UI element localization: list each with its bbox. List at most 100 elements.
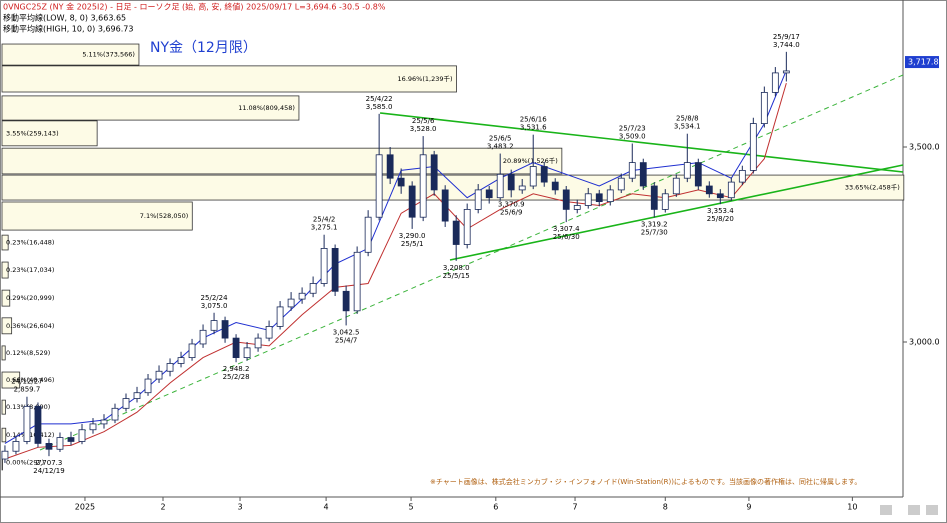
candle-body <box>584 193 592 206</box>
candle-body <box>210 320 218 331</box>
annotation-price: 3,509.0 <box>619 132 646 140</box>
candle-body <box>221 320 229 339</box>
annotation-price: 3,585.0 <box>366 103 393 111</box>
candle-body <box>1 450 9 460</box>
candle-body <box>397 177 405 187</box>
profile-label: 0.66%(48,496) <box>6 376 54 384</box>
candle-body <box>56 437 64 450</box>
annotation-date: 25/4/7 <box>335 336 358 344</box>
annotation-date: 25/8/20 <box>707 215 734 223</box>
trend-line <box>449 164 904 261</box>
annotation-date: 25/5/6 <box>412 117 435 125</box>
candle-body <box>650 185 658 210</box>
x-tick-label: 6 <box>493 503 498 512</box>
profile-bar <box>1 289 11 307</box>
trend-line <box>39 74 904 451</box>
annotation-date: 25/6/16 <box>520 116 548 124</box>
annotation-date: 25/4/2 <box>313 216 336 224</box>
annotation-date: 25/2/28 <box>223 373 250 381</box>
annotation-price: 3,353.4 <box>707 207 734 215</box>
annotation-price: 2,859.7 <box>14 386 41 394</box>
candle-body <box>474 189 482 210</box>
candle-body <box>34 405 42 444</box>
candle-body <box>23 405 31 442</box>
annotation-price: 3,528.0 <box>410 125 437 133</box>
candle-body <box>287 298 295 308</box>
annotation-date: 25/5/1 <box>401 240 424 248</box>
last-price-label: 3,717.8 <box>908 58 939 67</box>
x-tick-label: 3 <box>237 503 242 512</box>
annotation-price: 3,075.0 <box>201 302 228 310</box>
x-tick-label: 7 <box>572 503 577 512</box>
candle-body <box>749 123 757 171</box>
profile-bar <box>1 234 9 251</box>
annotation-price: 3,319.2 <box>641 221 668 229</box>
candle-body <box>353 251 361 312</box>
candle-body <box>111 407 119 421</box>
annotation-date: 25/6/9 <box>500 208 523 216</box>
ma-label: 移動平均線(HIGH, 10, 0) 3,696.73 <box>3 24 133 34</box>
candle-body <box>331 248 339 292</box>
candle-body <box>122 398 130 409</box>
candle-body <box>573 205 581 210</box>
candle-body <box>298 292 306 300</box>
profile-bar <box>1 371 21 389</box>
candle-body <box>694 162 702 187</box>
candle-body <box>562 189 570 210</box>
x-tick-label: 2 <box>160 503 165 512</box>
annotation-date: 24/12/19 <box>33 467 64 475</box>
annotation-date: 25/7/23 <box>619 124 646 132</box>
profile-bar <box>1 174 905 201</box>
candle-body <box>100 419 108 425</box>
icon[interactable] <box>908 505 920 515</box>
annotation-price: 3,307.4 <box>553 225 580 233</box>
x-tick-label: 5 <box>409 503 414 512</box>
profile-label: 0.23%(17,034) <box>6 266 54 274</box>
profile-bar <box>1 201 193 231</box>
candle-body <box>683 162 691 179</box>
profile-label: 33.65%(2,458千) <box>845 183 900 192</box>
profile-label: 0.00%(297) <box>6 459 44 467</box>
candle-body <box>243 347 251 359</box>
annotation-price: 3,275.1 <box>311 224 338 232</box>
annotation-price: 3,042.5 <box>333 328 360 336</box>
annotation-price: 3,370.9 <box>498 200 525 208</box>
candle-body <box>441 189 449 222</box>
candle-body <box>408 185 416 218</box>
candle-body <box>672 177 680 195</box>
candle-body <box>782 70 790 74</box>
profile-label: 3.55%(259,143) <box>6 129 59 137</box>
profile-bar <box>1 147 563 175</box>
annotation-date: 25/6/5 <box>489 135 512 143</box>
candle-body <box>166 363 174 372</box>
profile-bar <box>1 261 9 279</box>
candle-body <box>265 326 273 339</box>
candle-body <box>276 306 284 327</box>
candle-body <box>364 216 372 253</box>
candle-body <box>144 378 152 394</box>
y-tick-label: 3,000.0 <box>909 338 940 347</box>
candle-body <box>199 329 207 345</box>
candle-body <box>419 154 427 218</box>
candle-body <box>606 189 614 203</box>
candle-body <box>155 370 163 380</box>
profile-bar <box>1 120 98 147</box>
annotation-price: 3,290.0 <box>399 232 426 240</box>
profile-label: 11.08%(809,458) <box>238 104 295 112</box>
candle-body <box>386 154 394 179</box>
candle-body <box>551 181 559 191</box>
candle-body <box>628 162 636 179</box>
icon[interactable] <box>926 505 938 515</box>
profile-label: 0.29%(20,999) <box>6 294 54 302</box>
candle-body <box>342 290 350 312</box>
candle-body <box>705 185 713 195</box>
candle-body <box>133 392 141 399</box>
candle-body <box>518 185 526 191</box>
last-price-box <box>905 56 939 69</box>
profile-bar <box>1 317 13 335</box>
icon[interactable] <box>880 505 892 515</box>
chart-title: NY金（12月限） <box>150 40 257 56</box>
annotation-date: 25/6/30 <box>553 233 580 241</box>
candle-body <box>430 154 438 191</box>
candle-body <box>12 441 20 452</box>
